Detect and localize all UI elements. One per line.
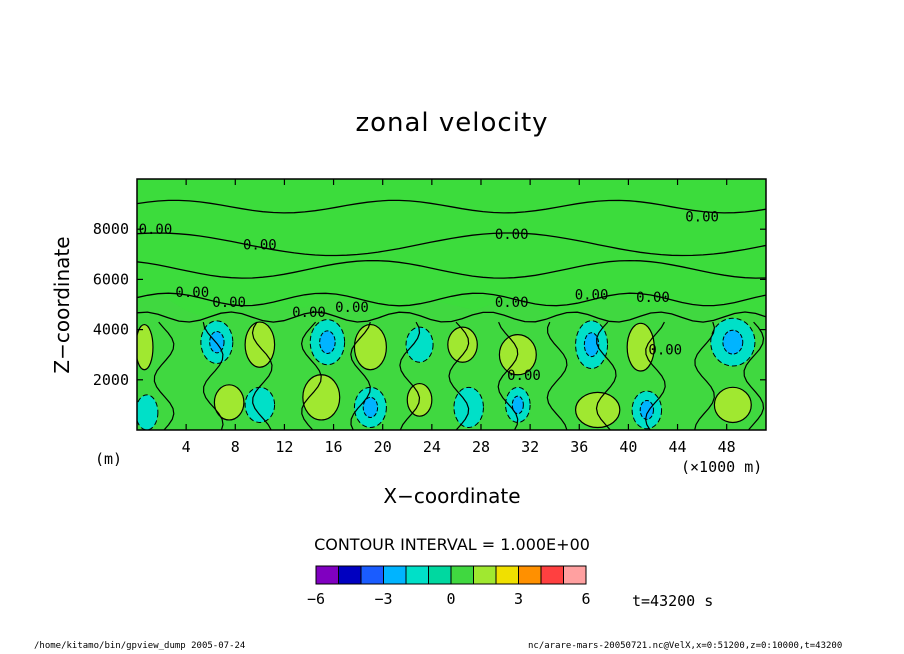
negative-core [319,330,336,354]
x-tick-label: 28 [472,438,490,456]
contour-label: 0.00 [495,295,529,311]
zero-contour-vertical [694,321,716,430]
colorbar-swatch [315,565,339,585]
x-tick-label: 12 [275,438,293,456]
y-axis-label: Z−coordinate [50,236,74,374]
colorbar-swatch [518,565,542,585]
negative-cell [244,386,276,423]
positive-cell [713,386,752,424]
colorbar-swatch [450,565,474,585]
contour-interval-label: CONTOUR INTERVAL = 1.000E+00 [314,535,590,554]
colorbar-label: 3 [514,590,523,608]
zero-contour-vertical [546,321,568,430]
colorbar-label: 6 [581,590,590,608]
negative-core [209,330,225,354]
y-axis-unit: (m) [95,450,123,468]
upper-layer [137,179,766,321]
x-tick-label: 40 [619,438,637,456]
colorbar-swatch [360,565,384,585]
colorbar-swatch [495,565,519,585]
colorbar-swatch [563,565,587,585]
contour-label: 0.00 [212,295,246,311]
zero-contour-vertical [595,321,617,430]
zero-contour-vertical [743,321,765,430]
zero-contour-vertical [350,321,371,430]
zero-contour [137,232,766,257]
contour-label: 0.00 [495,227,529,243]
contour-label: 0.00 [139,222,173,238]
footer-source: nc/arare-mars-20050721.nc@VelX,x=0:51200… [528,641,843,651]
zero-contour-vertical [251,321,273,430]
zero-contour [137,311,766,323]
positive-cell [574,391,621,429]
contour-label: 0.00 [685,210,719,226]
time-label: t=43200 s [632,592,714,610]
zero-contour-vertical [399,321,421,430]
colorbar-swatch [383,565,407,585]
colorbar-swatch [428,565,452,585]
zero-contour-vertical [448,321,470,430]
y-tick-label: 2000 [93,371,129,389]
x-tick-label: 16 [325,438,343,456]
colorbar-swatch [405,565,429,585]
zero-contour-vertical [202,321,224,430]
footer-path: /home/kitamo/bin/gpview_dump 2005-07-24 [34,641,246,651]
colorbar-swatch [540,565,564,585]
zero-contour-vertical [497,321,519,430]
plot-frame [136,178,767,431]
contour-label: 0.00 [243,237,277,253]
colorbar-label: −3 [374,590,392,608]
x-tick-label: 36 [570,438,588,456]
x-tick-label: 8 [231,438,240,456]
contour-lines [137,199,766,430]
x-tick-label: 20 [374,438,392,456]
x-tick-label: 48 [718,438,736,456]
x-tick-label: 24 [423,438,441,456]
contour-label: 0.00 [648,343,682,359]
colorbar-swatch [473,565,497,585]
negative-cell [405,326,434,363]
negative-core [362,396,379,418]
contour-label: 0.00 [335,300,369,316]
colorbar-swatch [338,565,362,585]
colorbar-label: 0 [446,590,455,608]
chart-title: zonal velocity [355,108,549,138]
zero-contour-vertical [300,321,322,430]
negative-core [583,332,600,358]
positive-cell [213,384,245,421]
zero-contour-vertical [644,321,666,430]
negative-core [511,395,524,415]
zero-contour [137,292,766,307]
positive-cell [353,323,387,371]
x-tick-label: 32 [521,438,539,456]
x-tick-label: 44 [669,438,687,456]
contour-label: 0.00 [575,287,609,303]
negative-core [639,400,654,420]
x-axis-label: X−coordinate [383,484,521,508]
y-tick-label: 6000 [93,270,129,288]
contour-label: 0.00 [636,290,670,306]
contour-label: 0.00 [175,285,209,301]
negative-core [722,329,744,355]
contour-label: 0.00 [292,305,326,321]
contour-label: 0.00 [507,368,541,384]
positive-cell [137,323,154,371]
x-tick-label: 4 [182,438,191,456]
zero-contour [137,259,766,279]
zero-contour [137,199,766,214]
negative-cell [137,394,159,430]
x-axis-unit: (×1000 m) [681,458,763,476]
contour-labels: 0.000.000.000.000.000.000.00 0.00 0.00 0.00… [139,210,719,384]
y-tick-label: 4000 [93,321,129,339]
colorbar-label: −6 [307,590,325,608]
positive-cell [447,326,478,363]
y-tick-label: 8000 [93,220,129,238]
plot-field [137,179,766,430]
colorbar: −6 −3 0 3 6 [307,565,591,608]
zero-contour-vertical [153,321,175,430]
